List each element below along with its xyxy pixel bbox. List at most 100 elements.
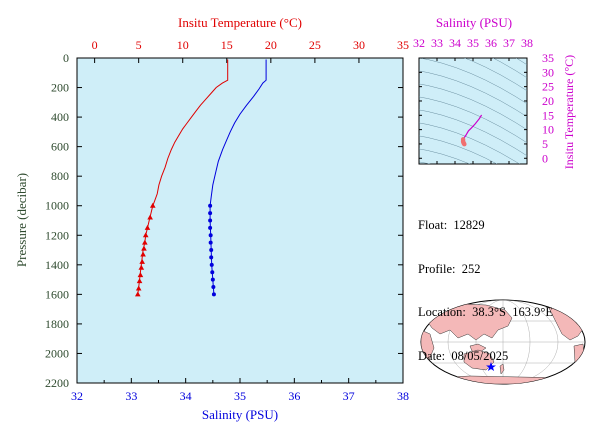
temperature-marker <box>136 278 143 284</box>
salinity-marker <box>208 203 213 208</box>
salinity-marker <box>209 255 214 260</box>
temperature-tick-label: 25 <box>309 38 321 52</box>
salinity-marker <box>208 233 213 238</box>
pressure-tick-label: 1000 <box>45 199 69 213</box>
temperature-tick-label: 30 <box>353 38 365 52</box>
salinity-tick-label: 36 <box>288 389 300 403</box>
salinity-marker <box>208 225 213 230</box>
temperature-marker <box>138 264 145 270</box>
ts-salinity-tick-label: 32 <box>413 36 425 50</box>
ts-salinity-tick-label: 38 <box>521 36 533 50</box>
float-info-panel: Float: 12829 Profile: 252 Location: 38.3… <box>418 189 553 378</box>
salinity-marker <box>208 218 213 223</box>
profile-plot-area <box>76 57 404 384</box>
temperature-tick-label: 0 <box>92 38 98 52</box>
density-contour <box>515 58 527 66</box>
pressure-tick-label: 2000 <box>45 346 69 360</box>
profile-number: Profile: 252 <box>418 261 481 276</box>
ts-ticks <box>418 57 528 164</box>
temperature-marker <box>139 258 145 264</box>
float-location: Location: 38.3°S 163.9°E <box>418 305 553 319</box>
ts-temperature-tick-label: 30 <box>542 65 554 79</box>
temperature-marker <box>135 285 142 291</box>
profile-chart: 0200400600800100012001400160018002000220… <box>14 15 409 422</box>
density-contour <box>419 148 471 164</box>
salinity-tick-label: 38 <box>397 389 409 403</box>
density-contour <box>419 161 431 164</box>
pressure-tick-label: 200 <box>51 81 69 95</box>
ts-series <box>460 114 483 147</box>
temperature-tick-label: 20 <box>265 38 277 52</box>
ts-salinity-tick-label: 36 <box>485 36 497 50</box>
pressure-tick-label: 1200 <box>45 228 69 242</box>
ts-temperature-tick-label: 5 <box>542 137 548 151</box>
ts-salinity-title: Salinity (PSU) <box>436 15 512 30</box>
pressure-tick-label: 400 <box>51 110 69 124</box>
density-contours <box>419 58 527 164</box>
float-location-marker <box>486 362 496 371</box>
temperature-marker <box>140 251 146 257</box>
pressure-tick-label: 2200 <box>45 376 69 390</box>
temperature-marker <box>144 224 151 230</box>
temperature-tick-label: 35 <box>397 38 409 52</box>
profile-date: Date: 08/05/2025 <box>418 348 509 363</box>
salinity-marker <box>210 270 215 275</box>
ts-temperature-tick-label: 10 <box>542 123 554 137</box>
salinity-tick-label: 32 <box>71 389 83 403</box>
salinity-marker <box>211 292 216 297</box>
ts-salinity-tick-label: 34 <box>449 36 461 50</box>
pressure-tick-label: 600 <box>51 140 69 154</box>
salinity-marker <box>210 277 215 282</box>
ts-salinity-tick-label: 37 <box>503 36 515 50</box>
salinity-axis-title: Salinity (PSU) <box>202 407 278 422</box>
ts-marker <box>462 142 467 147</box>
ts-temperature-title: Insitu Temperature (°C) <box>562 55 576 169</box>
temperature-marker <box>147 214 153 220</box>
ts-temperature-tick-label: 0 <box>542 151 548 165</box>
density-contour <box>492 58 527 79</box>
density-contour <box>419 122 521 164</box>
temperature-marker <box>142 232 149 238</box>
pressure-axis-title: Pressure (decibar) <box>14 173 29 267</box>
ts-temperature-tick-label: 15 <box>542 108 554 122</box>
ts-salinity-tick-label: 35 <box>467 36 479 50</box>
ts-salinity-tick-label: 33 <box>431 36 443 50</box>
salinity-tick-label: 34 <box>180 389 192 403</box>
density-contour <box>419 109 527 157</box>
density-contour <box>419 96 527 144</box>
ts-temperature-tick-label: 20 <box>542 94 554 108</box>
temperature-marker <box>149 202 156 208</box>
world-map <box>420 299 586 385</box>
salinity-marker <box>211 284 216 289</box>
ts-temperature-tick-label: 35 <box>542 51 554 65</box>
pressure-tick-label: 1600 <box>45 287 69 301</box>
profile-ticks <box>76 57 404 384</box>
pressure-tick-label: 1800 <box>45 317 69 331</box>
density-contour <box>419 135 498 164</box>
salinity-marker <box>208 240 213 245</box>
density-contour <box>419 70 527 118</box>
salinity-tick-label: 35 <box>234 389 246 403</box>
salinity-marker <box>208 211 213 216</box>
ts-plot-area <box>418 57 528 165</box>
salinity-marker <box>209 262 214 267</box>
temperature-tick-label: 15 <box>221 38 233 52</box>
ts-temperature-tick-label: 25 <box>542 80 554 94</box>
density-contour <box>464 58 527 92</box>
temperature-marker <box>142 239 148 245</box>
temperature-tick-label: 5 <box>136 38 142 52</box>
salinity-tick-label: 37 <box>343 389 355 403</box>
profile-tick-labels: 0200400600800100012001400160018002000220… <box>45 38 409 403</box>
profile-series <box>134 59 267 297</box>
pressure-tick-label: 1400 <box>45 258 69 272</box>
pressure-tick-label: 800 <box>51 169 69 183</box>
temperature-marker <box>141 245 147 251</box>
temperature-tick-label: 10 <box>177 38 189 52</box>
pressure-tick-label: 0 <box>63 51 69 65</box>
float-id: Float: 12829 <box>418 218 485 232</box>
temperature-axis-title: Insitu Temperature (°C) <box>178 15 302 30</box>
temperature-marker <box>137 272 144 278</box>
